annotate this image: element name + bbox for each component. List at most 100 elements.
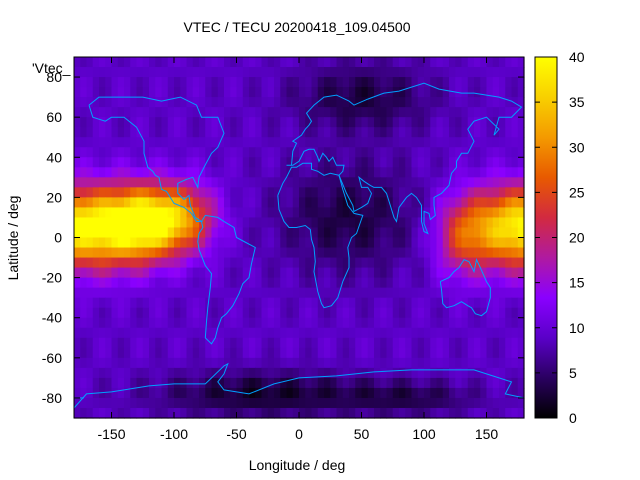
heatmap-cell [317, 257, 325, 269]
heatmap-cell [186, 97, 194, 108]
heatmap-cell [305, 227, 313, 239]
heatmap-cell [99, 147, 106, 158]
heatmap-cell [286, 67, 294, 78]
heatmap-cell [280, 277, 288, 289]
heatmap-cell [161, 307, 169, 319]
heatmap-cell [411, 227, 419, 239]
heatmap-cell [499, 367, 506, 379]
heatmap-cell [499, 67, 506, 78]
heatmap-cell [292, 347, 300, 359]
heatmap-cell [305, 117, 313, 128]
heatmap-cell [499, 227, 506, 239]
heatmap-cell [399, 367, 406, 379]
heatmap-cell [424, 297, 431, 309]
heatmap-cell [336, 367, 344, 379]
heatmap-cell [330, 57, 338, 68]
heatmap-cell [261, 327, 269, 339]
heatmap-cell [392, 327, 400, 339]
heatmap-cell [461, 387, 469, 399]
heatmap-cell [192, 317, 200, 329]
heatmap-cell [474, 147, 481, 158]
heatmap-cell [380, 147, 388, 158]
heatmap-cell [261, 297, 269, 309]
heatmap-cell [499, 87, 506, 98]
heatmap-cell [386, 407, 394, 419]
heatmap-cell [99, 187, 106, 198]
heatmap-cell [305, 97, 313, 108]
heatmap-cell [442, 157, 450, 168]
heatmap-cell [274, 317, 281, 329]
heatmap-cell [167, 397, 175, 409]
heatmap-cell [305, 407, 313, 419]
heatmap-cell [424, 357, 431, 369]
heatmap-cell [492, 267, 500, 279]
heatmap-cell [342, 237, 350, 249]
heatmap-cell [430, 407, 438, 419]
heatmap-cell [199, 197, 206, 209]
heatmap-cell [224, 127, 231, 138]
heatmap-cell [74, 217, 81, 229]
heatmap-cell [317, 377, 325, 389]
heatmap-cell [130, 117, 138, 128]
heatmap-cell [130, 297, 138, 309]
heatmap-cell [105, 337, 113, 349]
heatmap-cell [399, 357, 406, 369]
heatmap-cell [92, 367, 100, 379]
heatmap-cell [174, 117, 181, 128]
heatmap-cell [336, 307, 344, 319]
heatmap-cell [205, 217, 213, 229]
heatmap-cell [199, 337, 206, 349]
heatmap-cell [442, 247, 450, 259]
heatmap-cell [374, 67, 381, 78]
heatmap-cell [142, 217, 150, 229]
heatmap-cell [474, 237, 481, 249]
heatmap-cell [442, 367, 450, 379]
heatmap-cell [436, 327, 444, 339]
heatmap-cell [242, 247, 250, 259]
heatmap-cell [199, 147, 206, 158]
heatmap-cell [336, 357, 344, 369]
heatmap-cell [80, 367, 88, 379]
heatmap-cell [117, 337, 125, 349]
heatmap-cell [430, 297, 438, 309]
heatmap-cell [117, 147, 125, 158]
heatmap-cell [336, 87, 344, 98]
heatmap-cell [211, 97, 219, 108]
heatmap-cell [424, 77, 431, 88]
heatmap-cell [442, 177, 450, 188]
heatmap-cell [436, 147, 444, 158]
heatmap-cell [199, 207, 206, 219]
heatmap-cell [355, 267, 363, 279]
heatmap-cell [224, 407, 231, 419]
heatmap-cell [267, 207, 275, 219]
heatmap-cell [324, 137, 331, 148]
heatmap-cell [292, 107, 300, 118]
heatmap-cell [399, 247, 406, 259]
heatmap-cell [430, 267, 438, 279]
heatmap-cell [230, 177, 238, 188]
colorbar-tick-label: 0 [569, 410, 577, 426]
heatmap-cell [274, 327, 281, 339]
heatmap-cell [286, 337, 294, 349]
heatmap-cell [417, 77, 425, 88]
heatmap-cell [174, 327, 181, 339]
heatmap-cell [461, 97, 469, 108]
heatmap-cell [430, 377, 438, 389]
heatmap-cell [111, 117, 119, 128]
heatmap-cell [261, 107, 269, 118]
heatmap-cell [149, 117, 156, 128]
heatmap-cell [86, 107, 94, 118]
heatmap-cell [267, 157, 275, 168]
heatmap-cell [392, 157, 400, 168]
heatmap-cell [205, 97, 213, 108]
heatmap-cell [342, 377, 350, 389]
heatmap-cell [261, 87, 269, 98]
heatmap-cell [511, 57, 519, 68]
heatmap-cell [430, 217, 438, 229]
heatmap-cell [442, 327, 450, 339]
heatmap-cell [111, 407, 119, 419]
heatmap-cell [442, 97, 450, 108]
heatmap-cell [511, 67, 519, 78]
heatmap-cell [205, 187, 213, 198]
heatmap-cell [92, 147, 100, 158]
